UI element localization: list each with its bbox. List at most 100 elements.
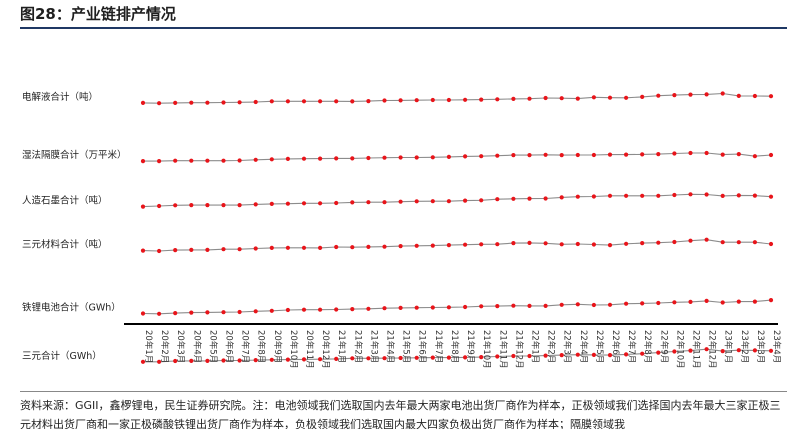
data-point [350,356,355,361]
data-point [382,306,387,311]
data-point [768,348,774,353]
data-point [189,247,194,252]
data-point [253,157,258,162]
data-point [527,196,532,201]
data-point [334,356,339,361]
x-tick-label: 20年10月 [288,330,299,369]
data-point [173,248,178,253]
data-point [688,192,693,197]
data-point [543,303,548,308]
series-line [142,193,772,208]
x-tick-label: 20年9月 [272,330,283,363]
x-tick-label: 23年3月 [755,330,766,363]
x-tick-label: 22年3月 [562,330,573,363]
data-point [672,93,677,98]
x-tick-label: 20年1月 [143,330,154,363]
data-point [720,91,725,96]
data-point [350,156,355,161]
data-point [189,358,194,363]
series-2 [140,192,774,209]
data-point [237,358,242,363]
data-point [768,94,774,99]
data-point [398,244,403,249]
data-point [736,299,741,304]
data-point [205,358,210,363]
data-point [672,300,677,305]
data-point [157,101,162,106]
data-point [446,355,451,360]
data-point [157,359,162,364]
data-point [688,299,693,304]
data-point [720,300,725,305]
data-point [285,156,290,161]
data-point [511,196,516,201]
x-tick-label: 21年9月 [465,330,476,363]
x-tick-label: 20年11月 [304,330,315,369]
data-point [495,354,500,359]
data-point [253,246,258,251]
data-point [398,355,403,361]
x-tick-label: 20年5月 [207,330,218,363]
x-tick-label: 21年1月 [336,330,347,363]
data-point [237,158,242,163]
data-point [559,195,564,200]
data-point [543,241,548,246]
data-point [285,201,290,206]
series-3 [140,237,774,254]
data-point [688,150,693,156]
data-point [414,98,419,103]
data-point [301,357,307,362]
x-tick-label: 21年8月 [449,330,460,363]
data-point [318,156,323,161]
data-point [382,155,387,160]
data-point [285,99,290,104]
data-point [640,94,645,99]
data-point [318,201,323,206]
x-tick-label: 22年8月 [642,330,653,363]
data-point [511,241,516,246]
data-point [768,298,774,303]
data-point [704,92,709,97]
data-point [704,347,709,352]
data-point [768,241,774,247]
data-point [285,245,290,250]
data-point [624,152,629,157]
series-5 [140,347,774,364]
data-point [559,153,564,158]
data-point [495,242,500,247]
data-point [269,357,274,362]
data-point [607,152,613,157]
data-point [607,353,613,358]
data-point [672,151,677,156]
data-point [205,247,210,252]
data-point [350,200,355,205]
data-point [318,357,323,362]
data-point [591,302,597,308]
data-point [607,243,613,248]
data-point [140,159,146,164]
data-point [527,353,532,359]
data-point [398,305,403,310]
data-point [253,202,258,207]
series-line [143,348,772,363]
data-point [479,355,484,360]
data-point [591,194,597,199]
data-point [543,95,548,101]
data-point [527,303,532,308]
data-point [479,242,484,247]
data-point [366,306,371,311]
data-point [575,194,580,199]
x-tick-label: 22年7月 [626,330,637,363]
data-point [479,97,484,102]
x-tick-label: 20年3月 [175,330,186,363]
data-point [140,100,146,105]
data-point [736,240,741,245]
data-point [752,193,758,198]
series-label: 电解液合计（吨） [22,91,98,103]
x-tick-label: 22年9月 [658,330,669,363]
series-label: 湿法隔膜合计（万平米） [22,149,127,161]
data-point [173,158,178,163]
data-point [768,152,774,158]
data-point [221,158,226,163]
data-point [366,244,371,249]
